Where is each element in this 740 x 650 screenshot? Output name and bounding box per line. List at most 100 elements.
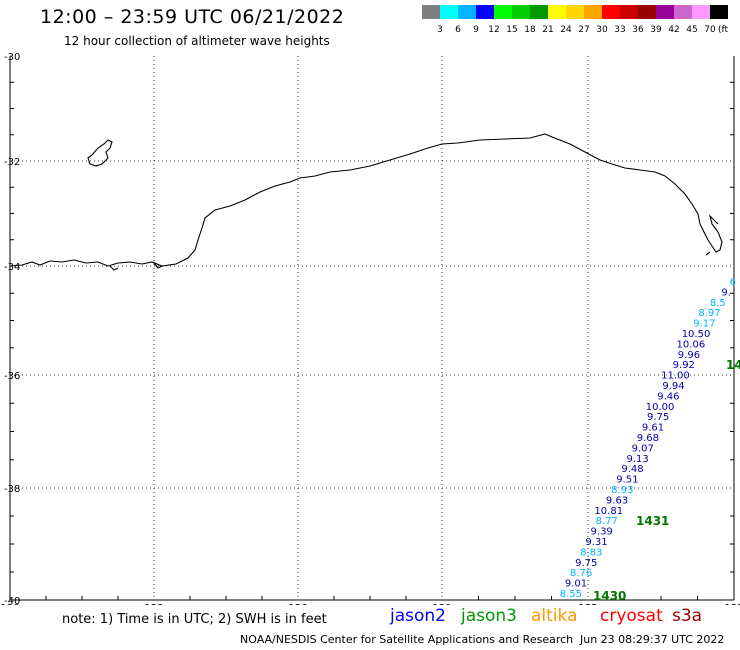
wave-height-value: 9.92 [673,360,695,371]
legend-swatch [602,5,620,19]
wave-height-value: 9.63 [606,495,628,506]
legend-label: 12 [488,25,499,35]
wave-height-value: 9.94 [662,381,684,392]
legend-label: 70 [704,25,716,35]
legend-swatch [638,5,656,19]
track-time-label: 1431 [636,514,669,528]
coastline-tail [109,251,711,271]
legend-swatch [512,5,530,19]
legend-swatch [566,5,584,19]
satellite-name-jason3: jason3 [461,606,517,626]
legend-label: 9 [473,25,479,35]
wave-height-value: 9.17 [693,319,715,330]
longitude-labels: 120 123 126 129 132 135 [0,603,740,605]
wave-height-value: 11.00 [661,371,690,382]
legend-label: 30 [596,25,608,35]
map-title: 12:00 – 23:59 UTC 06/21/2022 [40,6,345,28]
latitude-label: -36 [4,371,20,382]
island [87,139,113,167]
legend-swatch [530,5,548,19]
wave-height-value: 9.48 [621,464,643,475]
longitude-label: 126 [288,603,307,605]
legend-label: 36 [632,25,644,35]
longitude-label: 132 [578,603,597,605]
wave-height-value: 9.61 [642,423,664,434]
wave-height-value: 9.13 [626,454,648,465]
wave-height-value: 10.06 [677,339,706,350]
wave-height-value: 9. [721,287,731,298]
satellite-track: 69.8.58.979.1710.5010.069.969.9211.009.9… [560,277,740,603]
generation-timestamp: Jun 23 08:29:37 UTC 2022 [580,633,725,646]
legend-swatch [656,5,674,19]
legend-swatch [692,5,710,19]
credit-line: NOAA/NESDIS Center for Satellite Applica… [240,633,574,646]
track-time-label: 1430 [593,589,626,603]
latitude-label: -38 [4,484,20,495]
legend-unit: (ft) [718,25,728,35]
map-frame [9,56,735,601]
legend-label: 24 [560,25,572,35]
legend-swatch [620,5,638,19]
legend-label: 15 [506,25,517,35]
wave-height-value: 8.55 [560,589,582,600]
legend-swatch [548,5,566,19]
latitude-label: -40 [4,596,20,605]
wave-height-value: 8.76 [570,568,592,579]
wave-height-value: 9.46 [657,391,679,402]
legend-swatch [710,5,728,19]
longitude-label: 123 [144,603,163,605]
satellite-name-jason2: jason2 [390,606,446,626]
wave-height-value: 10.81 [594,506,623,517]
wave-height-value: 8.5 [710,298,726,309]
wave-height-value: 8.93 [611,485,633,496]
map-subtitle: 12 hour collection of altimeter wave hei… [64,34,330,48]
latitude-label: -32 [4,157,20,168]
wave-height-value: 8.83 [580,547,602,558]
wave-height-value: 9.75 [647,412,669,423]
wave-height-value: 9.07 [632,443,654,454]
legend-label: 42 [668,25,679,35]
legend-label: 33 [614,25,625,35]
wave-height-value: 9.01 [565,579,587,590]
wave-height-value: 8.97 [698,308,720,319]
altimeter-map: 69.8.58.979.1710.5010.069.969.9211.009.9… [0,52,740,605]
map-gridlines [10,56,734,600]
latitude-label: -34 [4,262,20,273]
satellite-name-altika: altika [531,606,578,626]
wave-height-value: 9.51 [616,475,638,486]
axis-ticks [10,81,734,600]
longitude-label: 120 [0,603,19,605]
legend-swatch [458,5,476,19]
wave-height-value: 10.00 [646,402,675,413]
coastline [9,133,723,267]
legend-label: 27 [578,25,589,35]
legend-swatch [476,5,494,19]
wave-height-value: 9.31 [585,537,607,548]
legend-swatch [422,5,440,19]
satellite-name-s3a: s3a [672,606,703,626]
legend-label: 21 [542,25,553,35]
latitude-labels: -30 -32 -34 -36 -38 -40 [4,52,20,605]
wave-height-value: 9.75 [575,558,597,569]
legend-swatch [494,5,512,19]
legend-label: 39 [650,25,662,35]
legend-label: 3 [437,25,443,35]
wave-height-value: 6 [730,277,736,288]
legend-label: 6 [455,25,461,35]
longitude-label: 129 [432,603,451,605]
latitude-label: -30 [4,52,20,63]
wave-height-value: 8.77 [596,516,618,527]
legend-swatch [440,5,458,19]
legend-label: 18 [524,25,536,35]
legend-swatch [674,5,692,19]
wave-height-value: 9.96 [678,350,700,361]
legend-swatch [584,5,602,19]
longitude-label: 135 [724,603,740,605]
footer-note: note: 1) Time is in UTC; 2) SWH is in fe… [62,612,327,627]
legend-label: 45 [686,25,697,35]
satellite-name-cryosat: cryosat [600,606,663,626]
wave-height-value: 9.68 [637,433,659,444]
track-time-label: 14 [726,358,740,372]
wave-height-value: 9.39 [591,527,613,538]
